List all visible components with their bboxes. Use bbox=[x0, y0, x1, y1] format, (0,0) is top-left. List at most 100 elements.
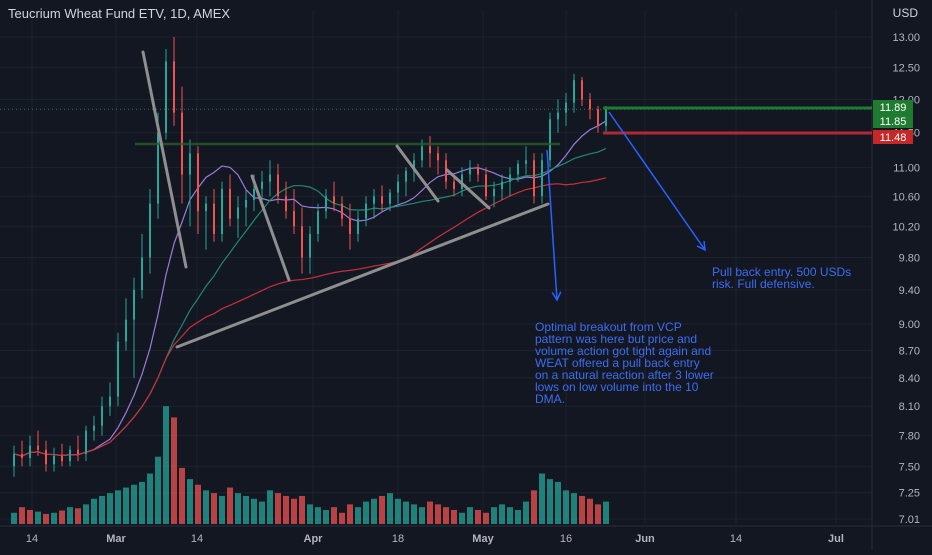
contraction-line bbox=[395, 144, 440, 203]
price-label: 11.85 bbox=[880, 116, 907, 128]
x-tick-label: Mar bbox=[106, 533, 126, 545]
annotation-entry-note[interactable]: Pull back entry. 500 USDs risk. Full def… bbox=[712, 265, 852, 291]
candle-body bbox=[29, 445, 31, 458]
arrow-entry-head bbox=[696, 240, 706, 252]
candle-body bbox=[189, 153, 191, 175]
y-tick-label: 8.40 bbox=[899, 373, 920, 385]
volume-bar bbox=[83, 504, 89, 524]
candle-body bbox=[293, 211, 295, 227]
candle-body bbox=[245, 199, 247, 208]
candle-body bbox=[541, 160, 543, 197]
volume-bar bbox=[555, 481, 561, 524]
candle-body bbox=[557, 112, 559, 120]
volume-bar bbox=[59, 510, 65, 524]
x-tick-label: 14 bbox=[730, 533, 742, 545]
y-tick-label: 11.00 bbox=[893, 162, 920, 174]
candle-body bbox=[421, 146, 423, 161]
candle-body bbox=[341, 203, 343, 219]
arrow-breakout-head bbox=[551, 291, 562, 302]
volume-bar bbox=[243, 495, 249, 524]
candle-body bbox=[93, 425, 95, 431]
volume-bar bbox=[379, 495, 385, 524]
candle-body bbox=[429, 146, 431, 154]
volume-bar bbox=[467, 507, 473, 524]
candle-body bbox=[565, 102, 567, 113]
volume-bar bbox=[371, 498, 377, 524]
x-tick-label: 18 bbox=[392, 533, 404, 545]
x-tick-label: Jul bbox=[828, 533, 844, 545]
volume-bar bbox=[99, 495, 105, 524]
candle-body bbox=[133, 290, 135, 320]
y-tick-label: 10.60 bbox=[892, 191, 920, 203]
candle-body bbox=[61, 455, 63, 462]
x-tick-label: May bbox=[472, 533, 494, 545]
x-tick-label: 14 bbox=[191, 533, 203, 545]
volume-bar bbox=[443, 507, 449, 524]
candle-body bbox=[517, 163, 519, 175]
volume-bar bbox=[11, 512, 17, 524]
y-tick-label: 7.80 bbox=[899, 431, 920, 443]
ma10-line bbox=[13, 120, 607, 457]
candle-body bbox=[437, 153, 439, 161]
volume-bar bbox=[531, 490, 537, 524]
volume-bar bbox=[211, 493, 217, 524]
candle-body bbox=[253, 188, 255, 200]
price-label: 11.89 bbox=[880, 102, 907, 114]
candle-body bbox=[309, 233, 311, 258]
volume-bar bbox=[91, 498, 97, 524]
volume-bar bbox=[363, 501, 369, 524]
volume-bar bbox=[163, 406, 169, 524]
candle-body bbox=[37, 445, 39, 450]
volume-bar bbox=[427, 501, 433, 524]
volume-bar bbox=[595, 504, 601, 524]
volume-bar bbox=[355, 507, 361, 524]
candle-body bbox=[317, 211, 319, 234]
volume-bar bbox=[291, 498, 297, 524]
candle-body bbox=[197, 153, 199, 212]
y-tick-label: 8.10 bbox=[899, 401, 920, 413]
candle-body bbox=[285, 196, 287, 212]
volume-bar bbox=[347, 504, 353, 524]
candle-body bbox=[501, 181, 503, 189]
candle-body bbox=[45, 449, 47, 465]
candle-body bbox=[589, 99, 591, 110]
volume-bar bbox=[139, 481, 145, 524]
volume-bar bbox=[515, 509, 521, 524]
y-tick-label: 10.20 bbox=[892, 221, 920, 233]
volume-bar bbox=[539, 473, 545, 524]
candle-body bbox=[117, 341, 119, 397]
candle-body bbox=[397, 181, 399, 193]
candle-body bbox=[477, 167, 479, 175]
candle-body bbox=[349, 218, 351, 234]
candle-body bbox=[69, 449, 71, 462]
volume-bar bbox=[339, 512, 345, 524]
ma50-line bbox=[13, 177, 607, 457]
candle-body bbox=[173, 61, 175, 113]
candle-body bbox=[213, 203, 215, 234]
volume-bar bbox=[131, 484, 137, 524]
x-tick-label: 16 bbox=[560, 533, 572, 545]
candle-body bbox=[365, 203, 367, 219]
y-tick-label: 7.50 bbox=[899, 461, 920, 473]
volume-bar bbox=[299, 495, 305, 524]
candle-body bbox=[509, 174, 511, 182]
volume-bar bbox=[107, 493, 113, 524]
price-label-box bbox=[873, 100, 913, 114]
volume-bar bbox=[67, 507, 73, 524]
trendline-support bbox=[175, 202, 550, 349]
volume-bar bbox=[475, 509, 481, 524]
y-tick-label: 7.01 bbox=[899, 514, 920, 526]
arrow-entry bbox=[608, 111, 706, 251]
volume-bar bbox=[75, 508, 81, 524]
volume-bar bbox=[123, 487, 129, 524]
volume-bar bbox=[395, 498, 401, 524]
candle-body bbox=[205, 203, 207, 212]
price-label-box bbox=[873, 114, 913, 128]
volume-bar bbox=[43, 513, 49, 524]
candle-body bbox=[101, 406, 103, 426]
candle-body bbox=[525, 160, 527, 164]
annotation-breakout-note[interactable]: Optimal breakout from VCP pattern was he… bbox=[535, 320, 714, 406]
candle-body bbox=[549, 119, 551, 161]
